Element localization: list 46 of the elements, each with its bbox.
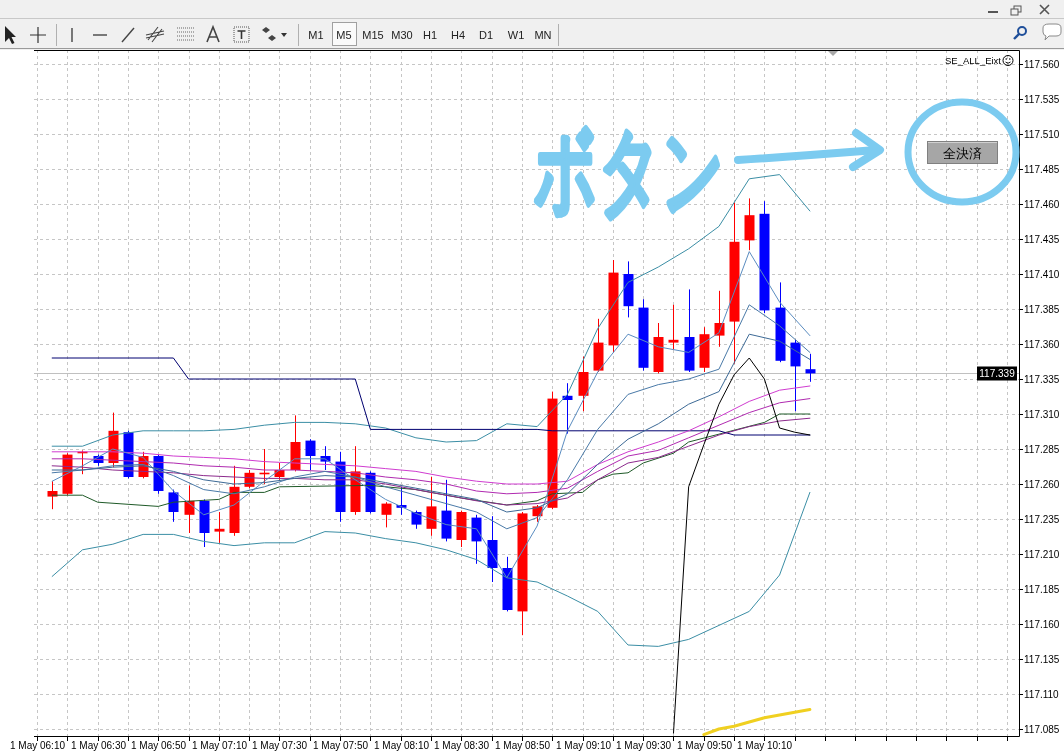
x-tick-label: 1 May 06:50 [130,740,187,751]
text: H1 [422,29,438,41]
y-tick-label: 117.110 [1024,689,1060,700]
y-tick-label: 117.360 [1024,339,1060,350]
x-tick-label: 1 May 06:30 [70,740,127,751]
text: W1 [507,29,525,41]
x-tick-label: 1 May 07:30 [251,740,308,751]
y-tick-label: 117.210 [1024,549,1060,560]
button: M5 [332,22,357,46]
y-tick-label: 117.510 [1024,129,1060,140]
annotation: ボタン [534,114,725,227]
y-tick-label: 117.485 [1024,164,1060,175]
y-tick-label: 117.335 [1024,374,1060,385]
text: M30 [391,29,413,41]
x-tick-label: 1 May 09:30 [615,740,672,751]
x-tick-label: 1 May 09:10 [555,740,612,751]
y-tick-label: 117.310 [1024,409,1060,420]
annotation: 全決済 [943,145,982,161]
x-tick-label: 1 May 07:50 [312,740,369,751]
y-tick-label: 117.460 [1024,199,1060,210]
x-tick-label: 1 May 08:50 [494,740,551,751]
y-tick-label: 117.560 [1024,59,1060,70]
x-tick-label: 1 May 07:10 [191,740,248,751]
y-tick-label: 117.285 [1024,444,1060,455]
text: MN [534,29,552,41]
y-tick-label: 117.385 [1024,304,1060,315]
x-tick-label: 1 May 08:10 [373,740,430,751]
y-tick-label: 117.235 [1024,514,1060,525]
y-tick-label: 117.410 [1024,269,1060,280]
x-tick-label: 1 May 10:10 [736,740,793,751]
y-tick-label: 117.085 [1024,724,1060,735]
text: D1 [478,29,494,41]
y-tick-label: 117.260 [1024,479,1060,490]
annotation: SE_ALL_Eixt [945,55,1002,66]
x-tick-label: 1 May 08:30 [433,740,490,751]
y-tick-label: 117.135 [1024,654,1060,665]
x-tick-label: 1 May 09:50 [676,740,733,751]
text: H4 [450,29,466,41]
button: 全決済 [927,141,998,164]
text: M15 [362,29,384,41]
y-tick-label: 117.160 [1024,619,1060,630]
y-tick-label: 117.185 [1024,584,1060,595]
text: M1 [308,29,324,41]
y-tick-label: 117.535 [1024,94,1060,105]
y-tick-label: 117.435 [1024,234,1060,245]
x-tick-label: 1 May 06:10 [9,740,66,751]
